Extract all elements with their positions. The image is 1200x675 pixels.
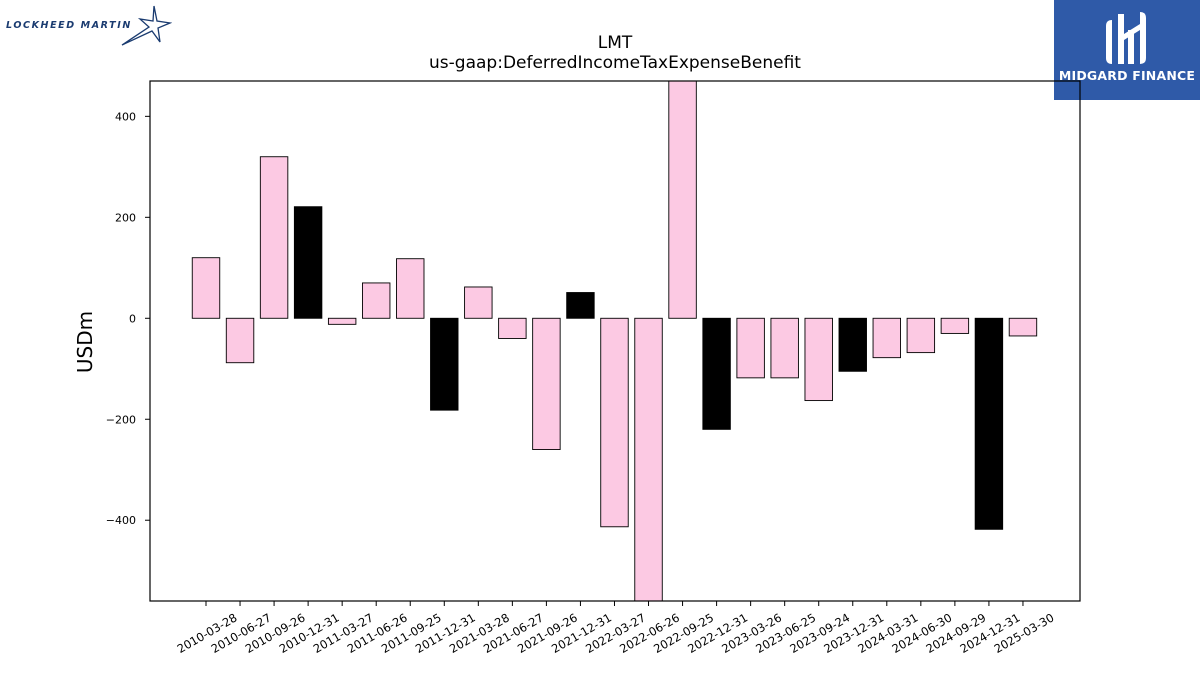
bar-2024-12-31 (974, 317, 1004, 530)
bar-2011-03-27 (327, 317, 357, 325)
y-axis: −400 −200 0 200 400 (106, 110, 150, 527)
bar-2010-06-27 (225, 317, 255, 364)
y-tick-label: −400 (106, 514, 136, 527)
bar-2023-03-26 (736, 317, 765, 379)
bar-2011-12-31 (430, 317, 459, 411)
lockheed-martin-logo: LOCKHEED MARTIN (4, 4, 174, 46)
lockheed-martin-logo-text: LOCKHEED MARTIN (6, 20, 132, 31)
bar-2010-12-31 (293, 206, 323, 319)
bar-2023-06-25 (770, 317, 799, 379)
y-tick-label: −200 (106, 413, 136, 426)
chart-title: LMT (598, 33, 633, 53)
y-tick-label: 400 (115, 110, 136, 123)
bar-2010-09-26 (259, 156, 289, 319)
midgard-finance-logo: MIDGARD FINANCE (1054, 0, 1200, 100)
bar-2024-09-29 (940, 317, 970, 334)
bar-2025-03-30 (1008, 317, 1038, 337)
y-axis-label: USDm (73, 311, 97, 373)
y-tick-label: 200 (115, 211, 136, 224)
bar-2010-03-28 (191, 257, 221, 319)
bar-2022-12-31 (702, 317, 731, 430)
midgard-finance-logo-text: MIDGARD FINANCE (1058, 68, 1196, 83)
bars-group (191, 80, 1038, 602)
y-tick-label: 0 (129, 312, 136, 325)
bar-2021-03-28 (464, 286, 493, 319)
bar-2024-03-31 (872, 317, 901, 359)
bar-2021-12-31 (566, 292, 595, 319)
star-icon (121, 5, 172, 46)
plot-frame (149, 80, 1081, 602)
bar-2022-09-25 (668, 80, 697, 319)
bar-2011-06-26 (362, 282, 391, 319)
bar-2023-09-24 (804, 317, 833, 402)
bar-2022-06-26 (634, 317, 663, 602)
bar-2021-06-27 (498, 317, 527, 339)
bar-2023-12-31 (838, 317, 867, 372)
bar-2022-03-27 (600, 317, 629, 528)
midgard-logo-mark-icon (1106, 12, 1146, 64)
bar-2024-06-30 (906, 317, 936, 354)
chart-subtitle: us-gaap:DeferredIncomeTaxExpenseBenefit (429, 53, 801, 73)
bar-2011-09-25 (396, 258, 425, 319)
x-axis: 2010-03-282010-06-272010-09-262010-12-31… (175, 601, 1056, 656)
bar-2021-09-26 (532, 317, 561, 450)
